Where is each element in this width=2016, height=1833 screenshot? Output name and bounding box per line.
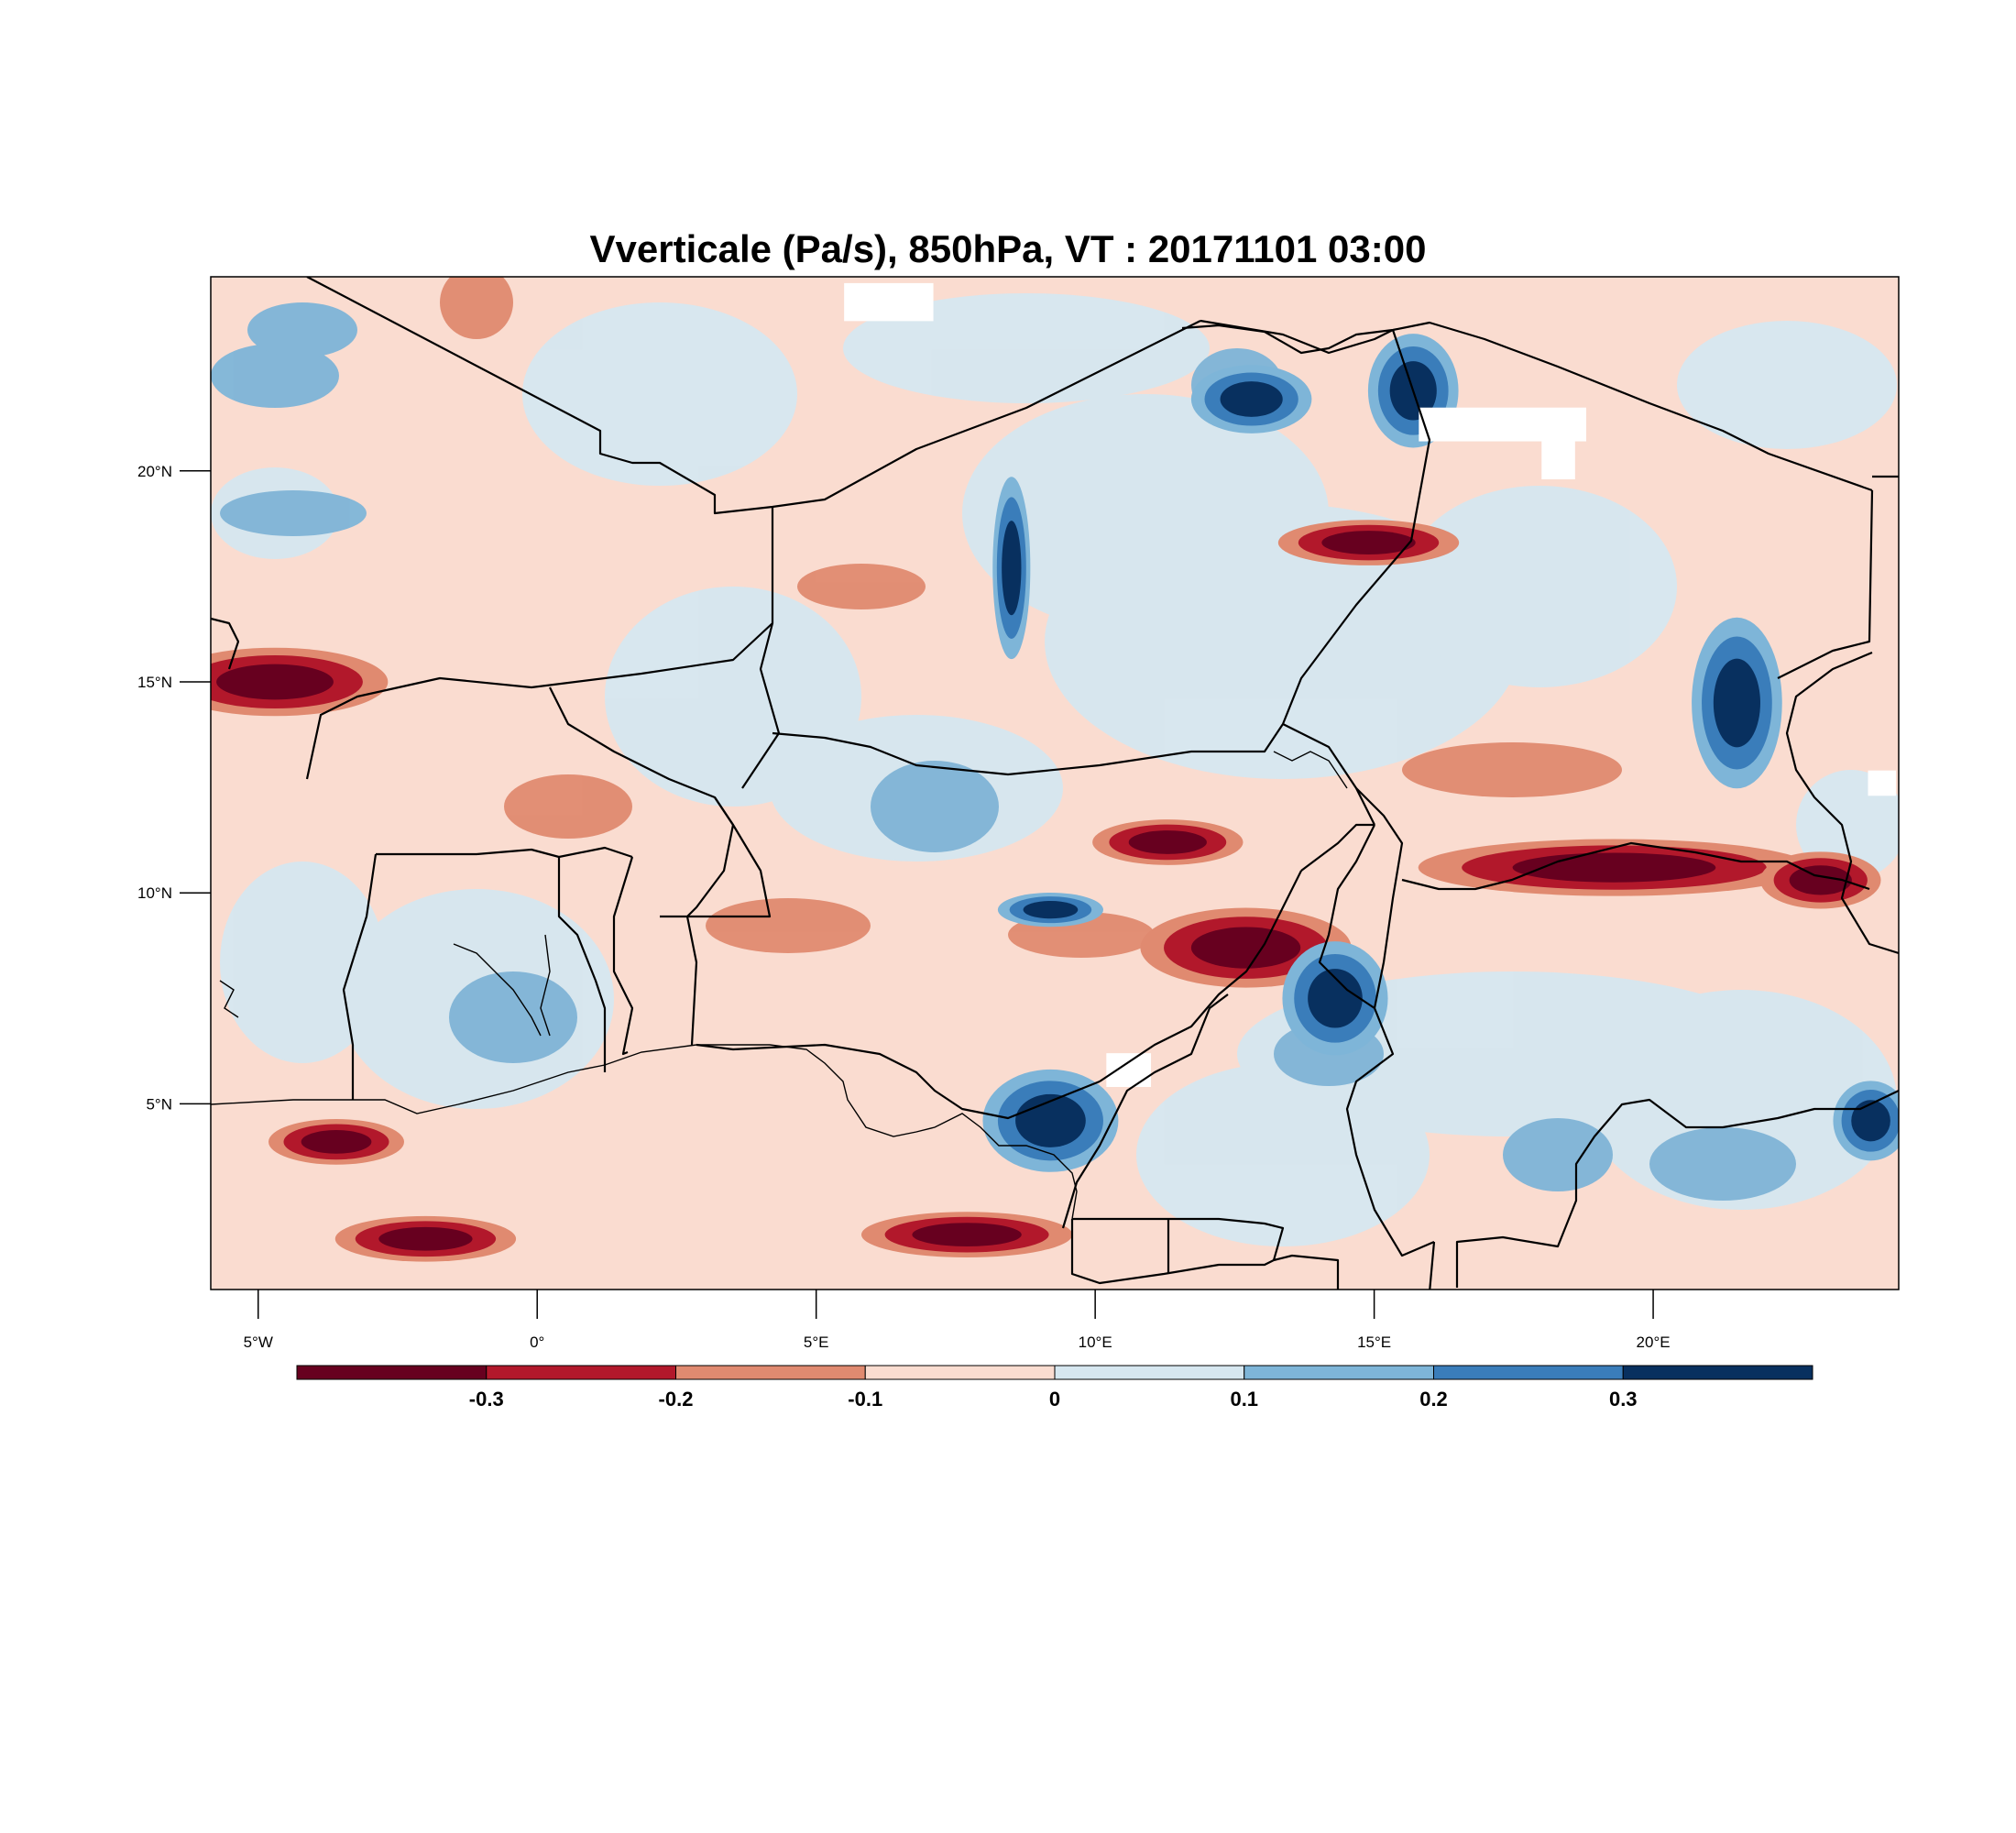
plot-frame (210, 276, 1900, 1290)
strong-ascent-area (1789, 865, 1852, 895)
missing-data-layer (844, 282, 1896, 1087)
strong-descent-area (1713, 658, 1760, 748)
lat-tick-label: 5°N (146, 1095, 172, 1113)
latitude-axis: 5°N 10°N 15°N 20°N (137, 463, 211, 1113)
strong-descent-area (1023, 900, 1079, 919)
longitude-axis: 5°W 0° 5°E 10°E 15°E 20°E (244, 1290, 1671, 1351)
strong-ascent-area (912, 1223, 1022, 1247)
strong-descent-area (1851, 1100, 1890, 1142)
colorbar-label: -0.1 (848, 1388, 882, 1410)
strong-descent-area (1002, 521, 1022, 616)
strong-ascent-layer (211, 520, 1881, 1262)
map-title: Vverticale (Pa/s), 850hPa, VT : 20171101… (589, 227, 1427, 270)
field-texture (211, 277, 1899, 1246)
lat-tick-label: 10°N (137, 884, 172, 902)
strong-ascent-area (1128, 830, 1207, 854)
colorbar-swatch (864, 1365, 1056, 1380)
lon-tick-label: 5°E (804, 1334, 829, 1351)
colorbar-swatch (486, 1365, 676, 1380)
lon-tick-label: 10°E (1079, 1334, 1112, 1351)
lon-tick-label: 15°E (1357, 1334, 1391, 1351)
colorbar-label: 0.3 (1609, 1388, 1638, 1410)
strong-descent-area (1308, 969, 1363, 1028)
colorbar-label: 0.2 (1419, 1388, 1448, 1410)
colorbar-swatch (1433, 1365, 1624, 1380)
strong-ascent-area (1321, 531, 1416, 554)
missing-data-area (1868, 770, 1896, 796)
coastline (211, 751, 1348, 1220)
strong-ascent-area (301, 1129, 372, 1154)
colorbar-swatch (296, 1365, 488, 1380)
missing-data-area (844, 282, 934, 322)
missing-data-area (1541, 428, 1575, 479)
colorbar-label: -0.3 (469, 1388, 504, 1410)
colorbar-label: 0 (1049, 1388, 1060, 1410)
lon-tick-label: 20°E (1637, 1334, 1671, 1351)
colorbar-swatch (1622, 1365, 1813, 1380)
strong-descent-layer (982, 334, 1899, 1172)
colorbar: -0.3 -0.2 -0.1 0 0.1 0.2 0.3 (296, 1365, 1813, 1410)
missing-data-area (1106, 1053, 1152, 1087)
colorbar-label: -0.2 (659, 1388, 694, 1410)
colorbar-label: 0.1 (1230, 1388, 1258, 1410)
strong-ascent-area (378, 1226, 473, 1251)
lat-tick-label: 15°N (137, 674, 172, 691)
colorbar-swatch (1244, 1365, 1434, 1380)
colorbar-swatch (675, 1365, 866, 1380)
lon-tick-label: 5°W (244, 1334, 273, 1351)
lat-tick-label: 20°N (137, 463, 172, 480)
country-borders (211, 277, 1899, 1290)
strong-ascent-area (1190, 927, 1301, 969)
strong-descent-area (1220, 381, 1283, 417)
colorbar-swatch (1054, 1365, 1245, 1380)
field-layer (211, 277, 1899, 1290)
strong-ascent-area (216, 664, 334, 700)
lon-tick-label: 0° (530, 1334, 544, 1351)
